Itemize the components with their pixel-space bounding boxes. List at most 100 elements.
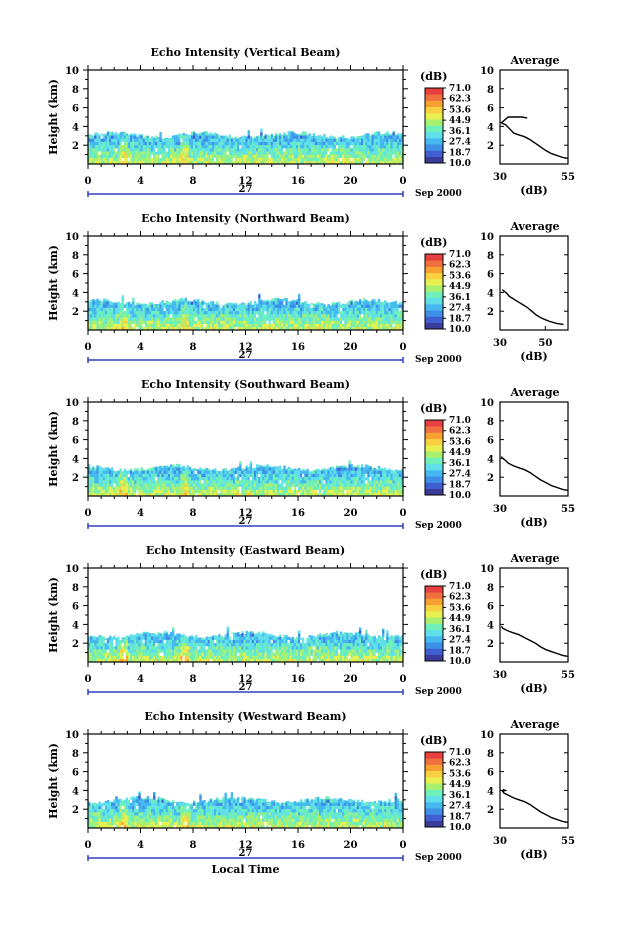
heatmap-cell	[274, 297, 278, 299]
heatmap-cell	[117, 639, 120, 644]
heatmap-cell	[235, 323, 238, 328]
heatmap-cell	[222, 307, 225, 312]
heatmap-cell	[256, 141, 259, 146]
heatmap-cell	[224, 483, 227, 487]
heatmap-cell	[228, 469, 232, 471]
heatmap-cell	[388, 470, 391, 474]
heatmap-cell	[283, 138, 286, 142]
heatmap-cell	[260, 307, 263, 312]
heatmap-cell	[295, 304, 299, 308]
heatmap-cell	[195, 133, 198, 136]
heatmap-cell	[92, 135, 95, 139]
heatmap-cell	[113, 635, 116, 637]
heatmap-cell	[153, 655, 156, 660]
heatmap-cell	[127, 135, 131, 139]
heatmap-cell	[151, 649, 154, 653]
heatmap-cell	[178, 144, 181, 149]
heatmap-cell	[253, 467, 257, 471]
heatmap-cell	[302, 148, 305, 152]
heatmap-cell	[92, 470, 95, 474]
heatmap-cell	[232, 483, 236, 487]
heatmap-cell	[134, 468, 137, 471]
heatmap-cell	[289, 141, 292, 146]
heatmap-cell	[134, 310, 137, 315]
heatmap-cell	[100, 135, 103, 139]
heatmap-cell	[117, 301, 120, 305]
heatmap-cell	[241, 492, 244, 497]
heatmap-cell	[400, 476, 404, 481]
heatmap-cell	[367, 467, 370, 471]
heatmap-cell	[151, 639, 154, 644]
average-title: Average	[509, 386, 559, 399]
heatmap-cell	[111, 326, 114, 331]
heatmap-cell	[390, 469, 393, 471]
heatmap-cell	[226, 136, 229, 139]
heatmap-cell	[386, 135, 389, 139]
heatmap-cell	[235, 307, 238, 312]
x-tick-label: 8	[190, 342, 197, 353]
heatmap-cell	[222, 148, 225, 152]
heatmap-cell	[146, 486, 150, 490]
heatmap-cell	[289, 151, 292, 155]
heatmap-cell	[117, 489, 120, 494]
heatmap-cell	[367, 304, 370, 308]
heatmap-cell	[132, 476, 135, 481]
heatmap-cell	[109, 489, 112, 494]
heatmap-cell	[400, 302, 404, 305]
colorbar-swatch	[425, 94, 443, 101]
heatmap-cell	[134, 317, 137, 321]
heatmap-cell	[268, 480, 271, 484]
heatmap-cell	[121, 295, 124, 299]
heatmap-cell	[88, 473, 91, 478]
heatmap-cell	[319, 492, 322, 497]
heatmap-cell	[157, 466, 160, 468]
heatmap-cell	[325, 141, 328, 146]
heatmap-cell	[316, 476, 320, 481]
heatmap-cell	[268, 300, 271, 302]
heatmap-cell	[214, 154, 217, 158]
heatmap-cell	[316, 483, 320, 487]
heatmap-cell	[224, 138, 227, 142]
heatmap-cell	[384, 310, 387, 315]
heatmap-cell	[224, 141, 227, 146]
heatmap-cell	[333, 310, 337, 315]
heatmap-cell	[220, 148, 223, 152]
heatmap-cell	[218, 304, 221, 308]
heatmap-cell	[348, 480, 351, 484]
heatmap-cell	[369, 470, 372, 474]
heatmap-cell	[193, 470, 196, 474]
heatmap-cell	[226, 148, 229, 152]
heatmap-cell	[342, 314, 345, 318]
heatmap-cell	[230, 141, 234, 146]
heatmap-cell	[205, 160, 208, 165]
heatmap-cell	[258, 301, 261, 305]
heatmap-cell	[390, 483, 393, 487]
heatmap-cell	[235, 473, 238, 478]
heatmap-cell	[272, 470, 276, 474]
heatmap-cell	[346, 310, 349, 315]
heatmap-cell	[136, 649, 139, 653]
heatmap-cell	[182, 304, 185, 308]
heatmap-cell	[281, 468, 284, 471]
heatmap-cell	[182, 323, 185, 328]
heatmap-cell	[354, 160, 358, 165]
heatmap-cell	[262, 483, 265, 487]
heatmap-cell	[111, 141, 114, 146]
heatmap-cell	[361, 314, 364, 318]
heatmap-cell	[331, 307, 334, 312]
heatmap-cell	[111, 132, 114, 136]
heatmap-cell	[361, 151, 364, 155]
heatmap-cell	[264, 317, 267, 321]
heatmap-cell	[144, 658, 148, 663]
heatmap-cell	[331, 473, 334, 478]
heatmap-cell	[127, 480, 131, 484]
heatmap-cell	[270, 473, 274, 478]
heatmap-cell	[319, 157, 322, 162]
heatmap-cell	[331, 141, 334, 146]
heatmap-cell	[287, 486, 290, 490]
heatmap-cell	[319, 476, 322, 481]
heatmap-cell	[253, 160, 257, 165]
heatmap-cell	[148, 141, 152, 146]
heatmap-cell	[132, 301, 135, 305]
heatmap-cell	[245, 160, 248, 165]
